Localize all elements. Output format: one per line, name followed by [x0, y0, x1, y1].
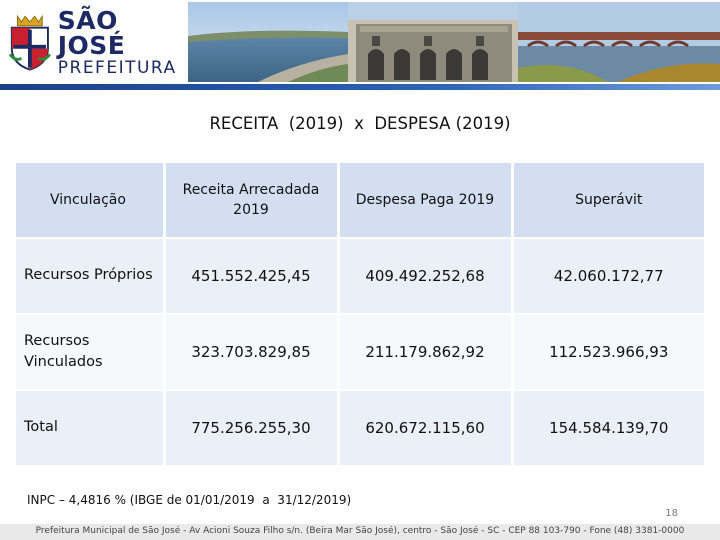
receita-cell: 775.256.255,30 [162, 389, 338, 465]
receita-cell: 323.703.829,85 [162, 313, 338, 390]
municipality-logo: SÃO JOSÉ PREFEITURA [8, 8, 188, 76]
page-title: RECEITA (2019) x DESPESA (2019) [209, 114, 511, 133]
row-label: Recursos Vinculados [16, 313, 164, 390]
despesa-cell: 211.179.862,92 [336, 313, 512, 390]
footer-address: Prefeitura Municipal de São José - Av Ac… [0, 524, 720, 540]
column-header-superavit: Superávit [512, 163, 704, 238]
page-header: SÃO JOSÉ PREFEITURA [0, 0, 720, 90]
despesa-cell: 409.492.252,68 [336, 237, 512, 314]
column-header-despesa: Despesa Paga 2019 [338, 163, 514, 238]
despesa-cell: 620.672.115,60 [336, 389, 512, 465]
inpc-note: INPC – 4,4816 % (IBGE de 01/01/2019 a 31… [27, 493, 352, 507]
row-label: Recursos Próprios [16, 237, 164, 314]
column-header-receita: Receita Arrecadada 2019 [164, 163, 340, 238]
logo-title: SÃO JOSÉ [57, 5, 126, 60]
table-row-total: Total 775.256.255,30 620.672.115,60 154.… [16, 389, 704, 465]
column-header-vinculacao: Vinculação [16, 163, 166, 238]
coat-of-arms-icon [8, 14, 51, 71]
row-label: Total [16, 389, 164, 465]
page-number: 18 [665, 508, 678, 519]
header-divider [0, 84, 720, 90]
revenue-expense-table: Vinculação Receita Arrecadada 2019 Despe… [16, 163, 704, 465]
table-header-row: Vinculação Receita Arrecadada 2019 Despe… [16, 163, 704, 238]
receita-cell: 451.552.425,45 [162, 237, 338, 314]
superavit-cell: 42.060.172,77 [510, 237, 704, 314]
table-row: Recursos Vinculados 323.703.829,85 211.1… [16, 313, 704, 390]
logo-subtitle: PREFEITURA [57, 57, 177, 78]
table-row: Recursos Próprios 451.552.425,45 409.492… [16, 237, 704, 314]
city-photo-banner [188, 2, 720, 82]
superavit-cell: 154.584.139,70 [510, 389, 704, 465]
superavit-cell: 112.523.966,93 [510, 313, 704, 390]
